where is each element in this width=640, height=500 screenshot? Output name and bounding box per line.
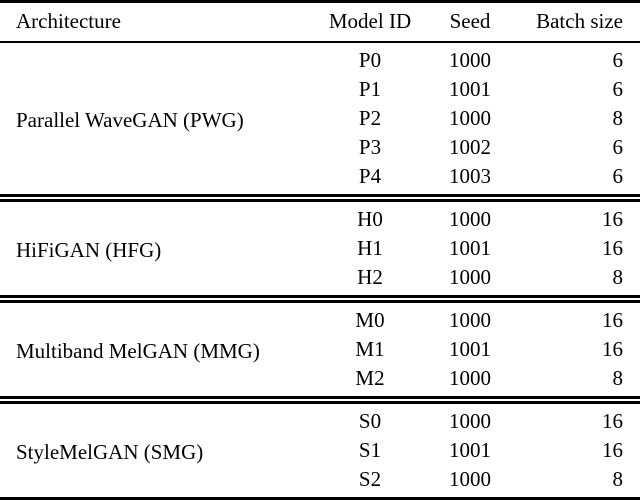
seed-cell: 1001: [449, 77, 491, 101]
seed-cell: 1002: [449, 135, 491, 159]
model-id-cell: P3: [358, 135, 382, 159]
table-row: P4 1003 6: [0, 162, 640, 198]
architecture-group: StyleMelGAN (SMG) S0 1000 16 S1 1001 16 S2 1000 8: [0, 400, 640, 499]
seed-cell: 1000: [449, 467, 491, 491]
model-id-cell: P2: [358, 106, 382, 130]
table-row: Multiband MelGAN (MMG) M0 1000 16: [0, 299, 640, 362]
table-row: S2 1000 8: [0, 465, 640, 499]
table-row: M1 1001 16: [0, 335, 640, 364]
batch-size-cell: 8: [612, 366, 624, 390]
batch-size-cell: 16: [602, 308, 623, 332]
batch-size-cell: 6: [612, 77, 624, 101]
model-id-cell: P4: [358, 164, 382, 188]
table-row: HiFiGAN (HFG) H0 1000 16: [0, 198, 640, 261]
model-id-cell: H1: [357, 236, 383, 260]
seed-cell: 1001: [449, 236, 491, 260]
model-id-cell: P0: [358, 48, 382, 72]
architecture-label: HiFiGAN (HFG): [16, 237, 162, 262]
seed-cell: 1000: [449, 48, 491, 72]
model-id-cell: S1: [358, 438, 382, 462]
table-row: P2 1000 8: [0, 104, 640, 133]
model-id-cell: S2: [358, 467, 382, 491]
table-row: H1 1001 16: [0, 234, 640, 263]
batch-size-cell: 16: [602, 236, 623, 260]
architecture-label: Multiband MelGAN (MMG): [16, 338, 260, 363]
table-header: Architecture Model ID Seed Batch size: [0, 2, 640, 43]
header-row: Architecture Model ID Seed Batch size: [0, 2, 640, 43]
architecture-label: StyleMelGAN (SMG): [16, 439, 204, 464]
architecture-group: Parallel WaveGAN (PWG) P0 1000 6 P1 1001 6 P2 10…: [0, 42, 640, 198]
model-id-cell: M0: [355, 308, 385, 332]
seed-cell: 1001: [449, 337, 491, 361]
batch-size-cell: 16: [602, 438, 623, 462]
architecture-group: HiFiGAN (HFG) H0 1000 16 H1 1001 16 H2 1000 8: [0, 198, 640, 299]
batch-size-cell: 6: [612, 164, 624, 188]
batch-size-cell: 8: [612, 467, 624, 491]
batch-size-cell: 16: [602, 207, 623, 231]
seed-cell: 1003: [449, 164, 491, 188]
table-row: P1 1001 6: [0, 75, 640, 104]
column-header-model-id: Model ID: [328, 9, 412, 33]
model-id-cell: P1: [358, 77, 382, 101]
table-row: P3 1002 6: [0, 133, 640, 162]
seed-cell: 1000: [449, 265, 491, 289]
column-header-seed: Seed: [449, 9, 491, 33]
table-row: Parallel WaveGAN (PWG) P0 1000 6: [0, 42, 640, 131]
seed-cell: 1000: [449, 409, 491, 433]
model-id-cell: M2: [355, 366, 385, 390]
column-header-batch-size: Batch size: [536, 9, 623, 33]
architecture-group: Multiband MelGAN (MMG) M0 1000 16 M1 1001 16 M2…: [0, 299, 640, 400]
seed-cell: 1000: [449, 366, 491, 390]
table-row: StyleMelGAN (SMG) S0 1000 16: [0, 400, 640, 462]
batch-size-cell: 6: [612, 48, 624, 72]
table-row: H2 1000 8: [0, 263, 640, 299]
batch-size-cell: 16: [602, 409, 623, 433]
model-id-cell: S0: [358, 409, 382, 433]
seed-cell: 1000: [449, 308, 491, 332]
table-row: M2 1000 8: [0, 364, 640, 400]
batch-size-cell: 8: [612, 265, 624, 289]
architecture-label: Parallel WaveGAN (PWG): [16, 107, 244, 132]
model-id-cell: H2: [357, 265, 383, 289]
batch-size-cell: 6: [612, 135, 624, 159]
seed-cell: 1000: [449, 106, 491, 130]
seed-cell: 1001: [449, 438, 491, 462]
model-id-cell: H0: [357, 207, 383, 231]
model-id-cell: M1: [355, 337, 385, 361]
column-header-architecture: Architecture: [16, 9, 121, 33]
table-row: S1 1001 16: [0, 436, 640, 465]
seed-cell: 1000: [449, 207, 491, 231]
batch-size-cell: 16: [602, 337, 623, 361]
batch-size-cell: 8: [612, 106, 624, 130]
